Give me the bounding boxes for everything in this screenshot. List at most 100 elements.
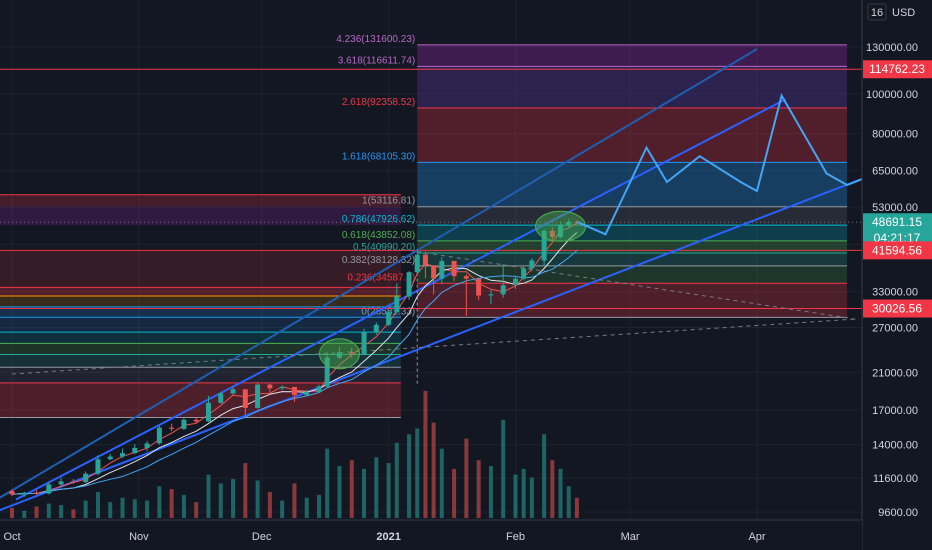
candle-body (70, 481, 76, 483)
candle-body (463, 276, 469, 279)
price-tick-label: 130000.00 (866, 42, 918, 54)
candle-body (549, 230, 555, 238)
volume-bar (325, 448, 330, 518)
fib-band (417, 108, 848, 163)
volume-bar (108, 502, 113, 518)
volume-bar (501, 419, 506, 518)
candle-body (9, 490, 15, 495)
volume-bar (488, 466, 493, 518)
grid-lines (0, 0, 862, 520)
fib-level-label: 0.618(43852.08) (342, 230, 415, 241)
price-axis[interactable]: 130000.00 100000.00 80000.00 65000.00 53000.… (861, 0, 932, 550)
candle-body (349, 352, 355, 355)
price-tick-label: 21000.00 (872, 367, 918, 379)
fib-band (417, 66, 848, 109)
candle-body (255, 384, 261, 408)
volume-bar (34, 506, 39, 518)
price-tag (863, 299, 932, 318)
price-tick-label: 33000.00 (872, 287, 918, 299)
candle-body (406, 272, 412, 297)
time-axis-bg (0, 520, 862, 550)
annotations (318, 210, 587, 370)
fib-band (0, 250, 401, 288)
volume-bars (10, 390, 579, 518)
candle-body (58, 481, 64, 485)
fib-level-label: 0.382(38128.32) (342, 255, 415, 266)
volume-bar (476, 460, 481, 518)
volume-bar (407, 434, 412, 518)
time-axis[interactable]: Oct Nov Dec 2021 Feb Mar Apr (0, 519, 862, 550)
volume-bar (181, 494, 186, 518)
candle-body (144, 443, 150, 448)
candle-body (218, 393, 224, 403)
volume-bar (206, 474, 211, 518)
candle-body (386, 312, 392, 325)
volume-bar (292, 483, 297, 518)
price-tick-label: 9600.00 (878, 507, 918, 519)
price-tick-label: 100000.00 (866, 89, 918, 101)
candle-body (279, 386, 285, 389)
volume-bar (120, 497, 125, 518)
fib-band (0, 306, 401, 318)
scale-badge-label: 16 (871, 7, 883, 19)
price-tag-label: 41594.56 (872, 243, 922, 257)
volume-bar (566, 486, 571, 518)
candle-body (316, 386, 322, 393)
volume-bar (231, 479, 236, 518)
volume-bar (304, 497, 309, 518)
fib-band (0, 287, 401, 297)
volume-bar (374, 457, 379, 518)
candle-body (431, 265, 437, 279)
candle-body (169, 427, 175, 429)
fib-band (417, 225, 848, 241)
volume-bar (71, 509, 76, 518)
volume-bar (550, 460, 555, 518)
fib-band (0, 332, 401, 344)
candle-body (230, 389, 236, 394)
fib-level-label: 3.618(116611.74) (338, 55, 415, 66)
fib-band (0, 317, 401, 333)
candle-body (242, 389, 248, 408)
fib-extension-2021: 4.236(131600.23) 3.618(116611.74) 2.618(92… (0, 34, 862, 318)
candle-body (422, 254, 428, 266)
price-tag-label: 48691.15 (872, 215, 922, 229)
fib-level-label: 1(53116.81) (362, 196, 415, 207)
fib-level-label: 0.786(47926.62) (342, 214, 415, 225)
candle-body (120, 453, 126, 457)
volume-bar (362, 468, 367, 518)
volume-bar (10, 507, 14, 518)
fib-band (0, 367, 401, 383)
fib-level-label: 0.5(40990.20) (353, 242, 415, 253)
volume-bar (386, 463, 391, 518)
candle-body (205, 402, 211, 422)
volume-bar (464, 438, 469, 518)
fib-band (417, 162, 848, 207)
candle-body (476, 278, 482, 296)
price-tag (863, 60, 932, 79)
volume-bar (394, 442, 399, 518)
trend-line-lower (0, 171, 881, 512)
candle-body (291, 386, 297, 395)
price-projection-path (576, 92, 910, 236)
volume-bar (22, 510, 27, 518)
volume-bar (542, 434, 547, 518)
candle-body (267, 384, 273, 389)
price-tick-label: 14000.00 (872, 440, 918, 452)
fib-band (417, 44, 848, 67)
candle-body (324, 357, 330, 387)
volume-bar (513, 474, 518, 518)
volume-bar (267, 492, 272, 518)
candlesticks (9, 218, 580, 497)
candle-body (46, 484, 52, 494)
time-tick-label: Oct (3, 531, 20, 543)
volume-bar (317, 494, 322, 518)
candle-body (558, 225, 564, 238)
volume-bar (132, 499, 137, 518)
volume-bar (521, 468, 526, 518)
candle-body (336, 352, 342, 358)
candle-body (541, 230, 547, 261)
time-tick-label: Mar (621, 531, 640, 543)
fib-band (417, 252, 848, 266)
volume-bar (255, 480, 260, 518)
